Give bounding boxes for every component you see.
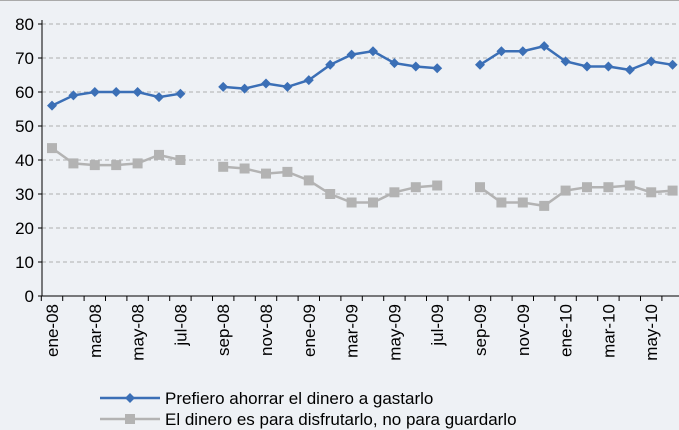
y-tick-label: 40 [15, 151, 34, 170]
x-tick-label: may-09 [385, 304, 404, 361]
data-point [325, 189, 336, 199]
y-tick-label: 60 [15, 83, 34, 102]
x-tick-label: jul-08 [171, 304, 190, 347]
data-point [646, 56, 657, 67]
data-point [410, 61, 421, 72]
x-tick-label: jul-09 [428, 304, 447, 347]
data-point [261, 168, 271, 179]
x-tick-label: ene-09 [300, 304, 319, 357]
x-tick-label: nov-09 [514, 304, 533, 356]
data-point [132, 158, 143, 169]
data-point [325, 59, 336, 70]
data-point [154, 149, 164, 160]
data-point [175, 155, 186, 165]
data-point [496, 46, 507, 57]
data-point [154, 92, 164, 103]
data-point [389, 187, 400, 198]
x-tick-label: mar-10 [599, 304, 618, 358]
y-tick-label: 20 [15, 219, 34, 238]
data-point [282, 166, 293, 177]
data-point [89, 87, 100, 97]
data-point [624, 64, 635, 75]
data-point [346, 197, 357, 208]
data-point [667, 59, 678, 70]
legend-label: Prefiero ahorrar el dinero a gastarlo [165, 389, 433, 408]
data-point [111, 87, 122, 97]
x-tick-label: mar-09 [343, 304, 362, 358]
data-point [539, 200, 550, 211]
data-point [125, 393, 135, 403]
data-point [410, 182, 421, 193]
data-point [560, 185, 571, 196]
data-point [68, 158, 79, 169]
x-tick-label: ene-08 [43, 304, 62, 357]
data-point [175, 88, 186, 99]
series-line [51, 44, 673, 107]
data-point [517, 197, 528, 208]
data-point [303, 75, 314, 86]
data-point [132, 87, 143, 97]
y-tick-label: 50 [15, 117, 34, 136]
data-point [624, 180, 635, 191]
legend-label: El dinero es para disfrutarlo, no para g… [165, 410, 517, 429]
data-point [560, 56, 571, 67]
y-tick-label: 30 [15, 185, 34, 204]
data-point [368, 197, 378, 208]
y-tick-label: 70 [15, 49, 34, 68]
data-point [646, 187, 657, 198]
data-point [432, 63, 443, 74]
data-point [68, 90, 79, 101]
data-point [282, 81, 293, 92]
x-tick-label: sep-09 [471, 304, 490, 356]
data-point [582, 182, 592, 193]
series-line [51, 147, 673, 208]
y-tick-label: 0 [25, 287, 34, 306]
data-point [432, 180, 443, 191]
data-point [47, 100, 57, 111]
data-point [125, 414, 135, 424]
data-point [475, 59, 485, 70]
data-point [368, 46, 378, 57]
data-point [517, 46, 528, 57]
data-point [582, 61, 592, 72]
x-tick-label: sep-08 [214, 304, 233, 356]
x-tick-label: ene-10 [557, 304, 576, 357]
data-point [239, 163, 250, 174]
data-point [89, 160, 100, 171]
data-point [496, 197, 507, 208]
data-point [603, 182, 614, 193]
data-point [539, 41, 550, 52]
x-tick-label: may-10 [642, 304, 661, 361]
x-tick-label: may-08 [129, 304, 148, 361]
x-tick-label: nov-08 [257, 304, 276, 356]
data-point [346, 49, 357, 60]
data-point [218, 161, 229, 172]
data-point [261, 78, 271, 89]
data-point [218, 81, 229, 92]
y-tick-label: 10 [15, 253, 34, 272]
y-tick-label: 80 [15, 15, 34, 34]
data-point [47, 143, 57, 154]
data-point [239, 83, 250, 94]
data-point [111, 160, 122, 171]
data-point [389, 58, 400, 69]
data-point [603, 61, 614, 72]
x-tick-label: mar-08 [86, 304, 105, 358]
data-point [667, 185, 678, 196]
data-point [303, 175, 314, 186]
data-point [475, 182, 485, 193]
